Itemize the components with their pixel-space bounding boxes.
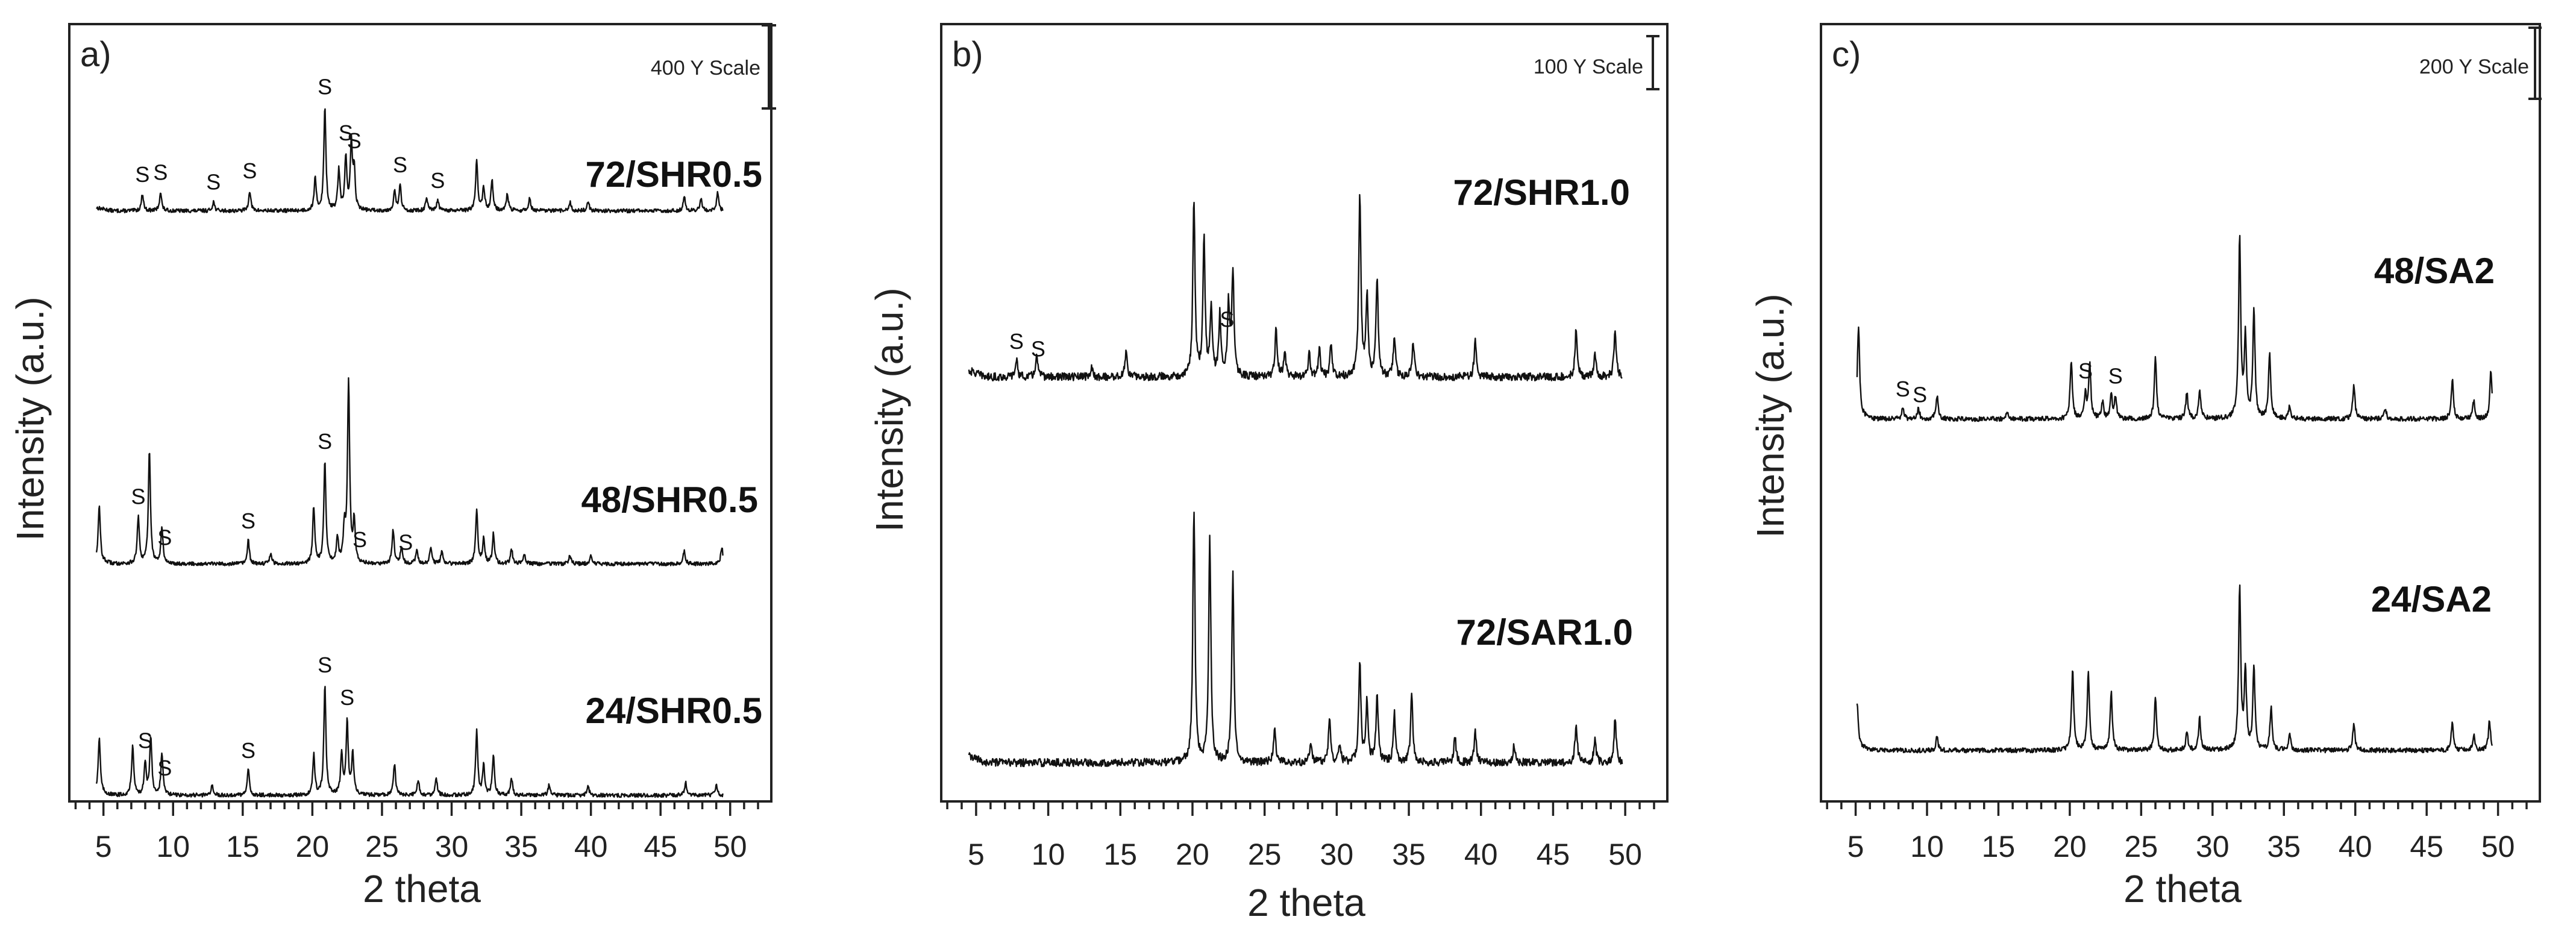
traces-b: S SS — [968, 194, 1623, 768]
s-marker: S — [347, 128, 362, 153]
x-tick-label-15: 15 — [1103, 838, 1137, 871]
x-tick-label-10: 10 — [156, 830, 190, 863]
x-tick-label-15: 15 — [226, 830, 260, 863]
y-axis-label-a: Intensity (a.u.) — [8, 296, 52, 541]
trace-72-shr0-5 — [96, 108, 724, 214]
trace-24-shr0-5 — [95, 686, 724, 798]
x-axis-label-a: 2 theta — [363, 867, 481, 910]
s-marker: S — [131, 484, 145, 509]
x-tick-label-20: 20 — [2053, 830, 2087, 863]
s-marker: S — [318, 74, 332, 99]
plot-frame-a — [68, 23, 772, 803]
y-axis-label-c: Intensity (a.u.) — [1749, 293, 1792, 538]
s-marker: S — [339, 121, 353, 145]
x-tick-label-20: 20 — [1176, 838, 1209, 871]
scale-bar-b — [1646, 35, 1659, 90]
x-tick-label-30: 30 — [435, 830, 469, 863]
s-marker: S — [430, 168, 445, 193]
x-axis-ticks-b: 5 10 15 20 25 30 35 40 45 50 — [946, 801, 1655, 871]
traces-c: S SS S — [1856, 234, 2493, 754]
trace-label-24-shr0-5: 24/SHR0.5 — [586, 691, 763, 731]
s-marker: S — [241, 509, 255, 533]
x-tick-label-35: 35 — [1392, 838, 1426, 871]
x-tick-label-35: 35 — [2267, 830, 2301, 863]
x-tick-label-45: 45 — [644, 830, 677, 863]
s-marker: S — [393, 152, 407, 177]
trace-label-72-sar1-0: 72/SAR1.0 — [1456, 612, 1634, 653]
s-marker: S — [1896, 377, 1910, 401]
s-marker: S — [1220, 307, 1234, 331]
trace-24-sa2 — [1856, 584, 2493, 754]
plot-frame-c — [1820, 23, 2541, 803]
trace-label-48-sa2: 48/SA2 — [2374, 251, 2495, 291]
x-tick-label-20: 20 — [296, 830, 330, 863]
s-marker: S — [1031, 337, 1045, 362]
x-tick-label-5: 5 — [1847, 830, 1864, 863]
x-tick-label-30: 30 — [2196, 830, 2230, 863]
scale-label-a: 400 Y Scale — [651, 57, 760, 80]
trace-48-sa2 — [1856, 234, 2493, 422]
x-tick-label-45: 45 — [1537, 838, 1570, 871]
trace-72-sar1-0 — [968, 512, 1623, 768]
trace-label-24-sa2: 24/SA2 — [2371, 579, 2492, 619]
x-tick-label-50: 50 — [713, 830, 747, 863]
y-axis-label-b: Intensity (a.u.) — [868, 287, 911, 532]
x-tick-label-50: 50 — [2481, 830, 2515, 863]
s-marker: S — [241, 738, 255, 763]
s-marker: S — [318, 429, 332, 454]
x-tick-label-25: 25 — [1248, 838, 1282, 871]
s-marker: S — [157, 756, 172, 780]
x-tick-label-25: 25 — [2125, 830, 2158, 863]
x-tick-label-10: 10 — [1910, 830, 1944, 863]
s-marker: S — [2108, 364, 2123, 389]
x-tick-label-45: 45 — [2410, 830, 2443, 863]
x-tick-label-35: 35 — [504, 830, 538, 863]
x-tick-label-5: 5 — [968, 838, 985, 871]
x-axis-label-b: 2 theta — [1247, 881, 1365, 924]
x-tick-label-40: 40 — [2339, 830, 2372, 863]
x-axis-ticks-c: 5 10 15 20 25 30 35 40 45 50 — [1826, 801, 2528, 863]
s-marker: S — [206, 169, 221, 194]
scale-bar-a — [762, 24, 776, 110]
x-tick-label-10: 10 — [1032, 838, 1065, 871]
plot-frame-b — [940, 23, 1669, 803]
x-tick-label-25: 25 — [365, 830, 399, 863]
panel-a: a) 400 Y Scale 5 10 15 20 25 30 35 40 45 50 S S S SS… — [8, 23, 776, 910]
trace-72-shr1-0 — [968, 194, 1623, 381]
s-marker: S — [138, 728, 152, 753]
panel-c: c) 200 Y Scale 5 10 15 20 25 30 35 40 45 50 S SS S … — [1749, 23, 2542, 910]
trace-48-shr0-5 — [95, 377, 724, 567]
s-marker: S — [242, 158, 257, 183]
trace-label-48-shr0-5: 48/SHR0.5 — [581, 480, 759, 520]
s-marker: S — [398, 530, 413, 554]
x-axis-ticks-a: 5 10 15 20 25 30 35 40 45 50 — [74, 801, 759, 863]
s-marker: S — [1009, 329, 1024, 354]
scale-label-c: 200 Y Scale — [2419, 55, 2529, 78]
s-marker: S — [153, 160, 168, 184]
x-tick-label-30: 30 — [1320, 838, 1354, 871]
trace-label-72-shr1-0: 72/SHR1.0 — [1453, 172, 1631, 213]
s-marker: S — [135, 162, 149, 187]
scale-bar-c — [2528, 27, 2542, 100]
scale-label-b: 100 Y Scale — [1534, 55, 1643, 78]
trace-label-72-shr0-5: 72/SHR0.5 — [586, 154, 763, 195]
panel-label-a: a) — [80, 35, 111, 74]
panel-label-b: b) — [952, 35, 983, 74]
s-marker: S — [2078, 359, 2093, 383]
x-tick-label-15: 15 — [1982, 830, 2016, 863]
s-marker: S — [1913, 383, 1927, 407]
s-marker: S — [157, 525, 172, 550]
panel-b: b) 100 Y Scale 5 10 15 20 25 30 35 40 45 50 S SS 7… — [868, 23, 1669, 924]
s-marker: S — [318, 653, 332, 677]
x-tick-label-50: 50 — [1608, 838, 1642, 871]
x-tick-label-5: 5 — [95, 830, 112, 863]
x-tick-label-40: 40 — [1464, 838, 1498, 871]
x-tick-label-40: 40 — [574, 830, 608, 863]
s-marker: S — [353, 527, 367, 552]
x-axis-label-c: 2 theta — [2123, 867, 2242, 910]
s-marker: S — [340, 685, 354, 710]
panel-label-c: c) — [1832, 35, 1861, 74]
